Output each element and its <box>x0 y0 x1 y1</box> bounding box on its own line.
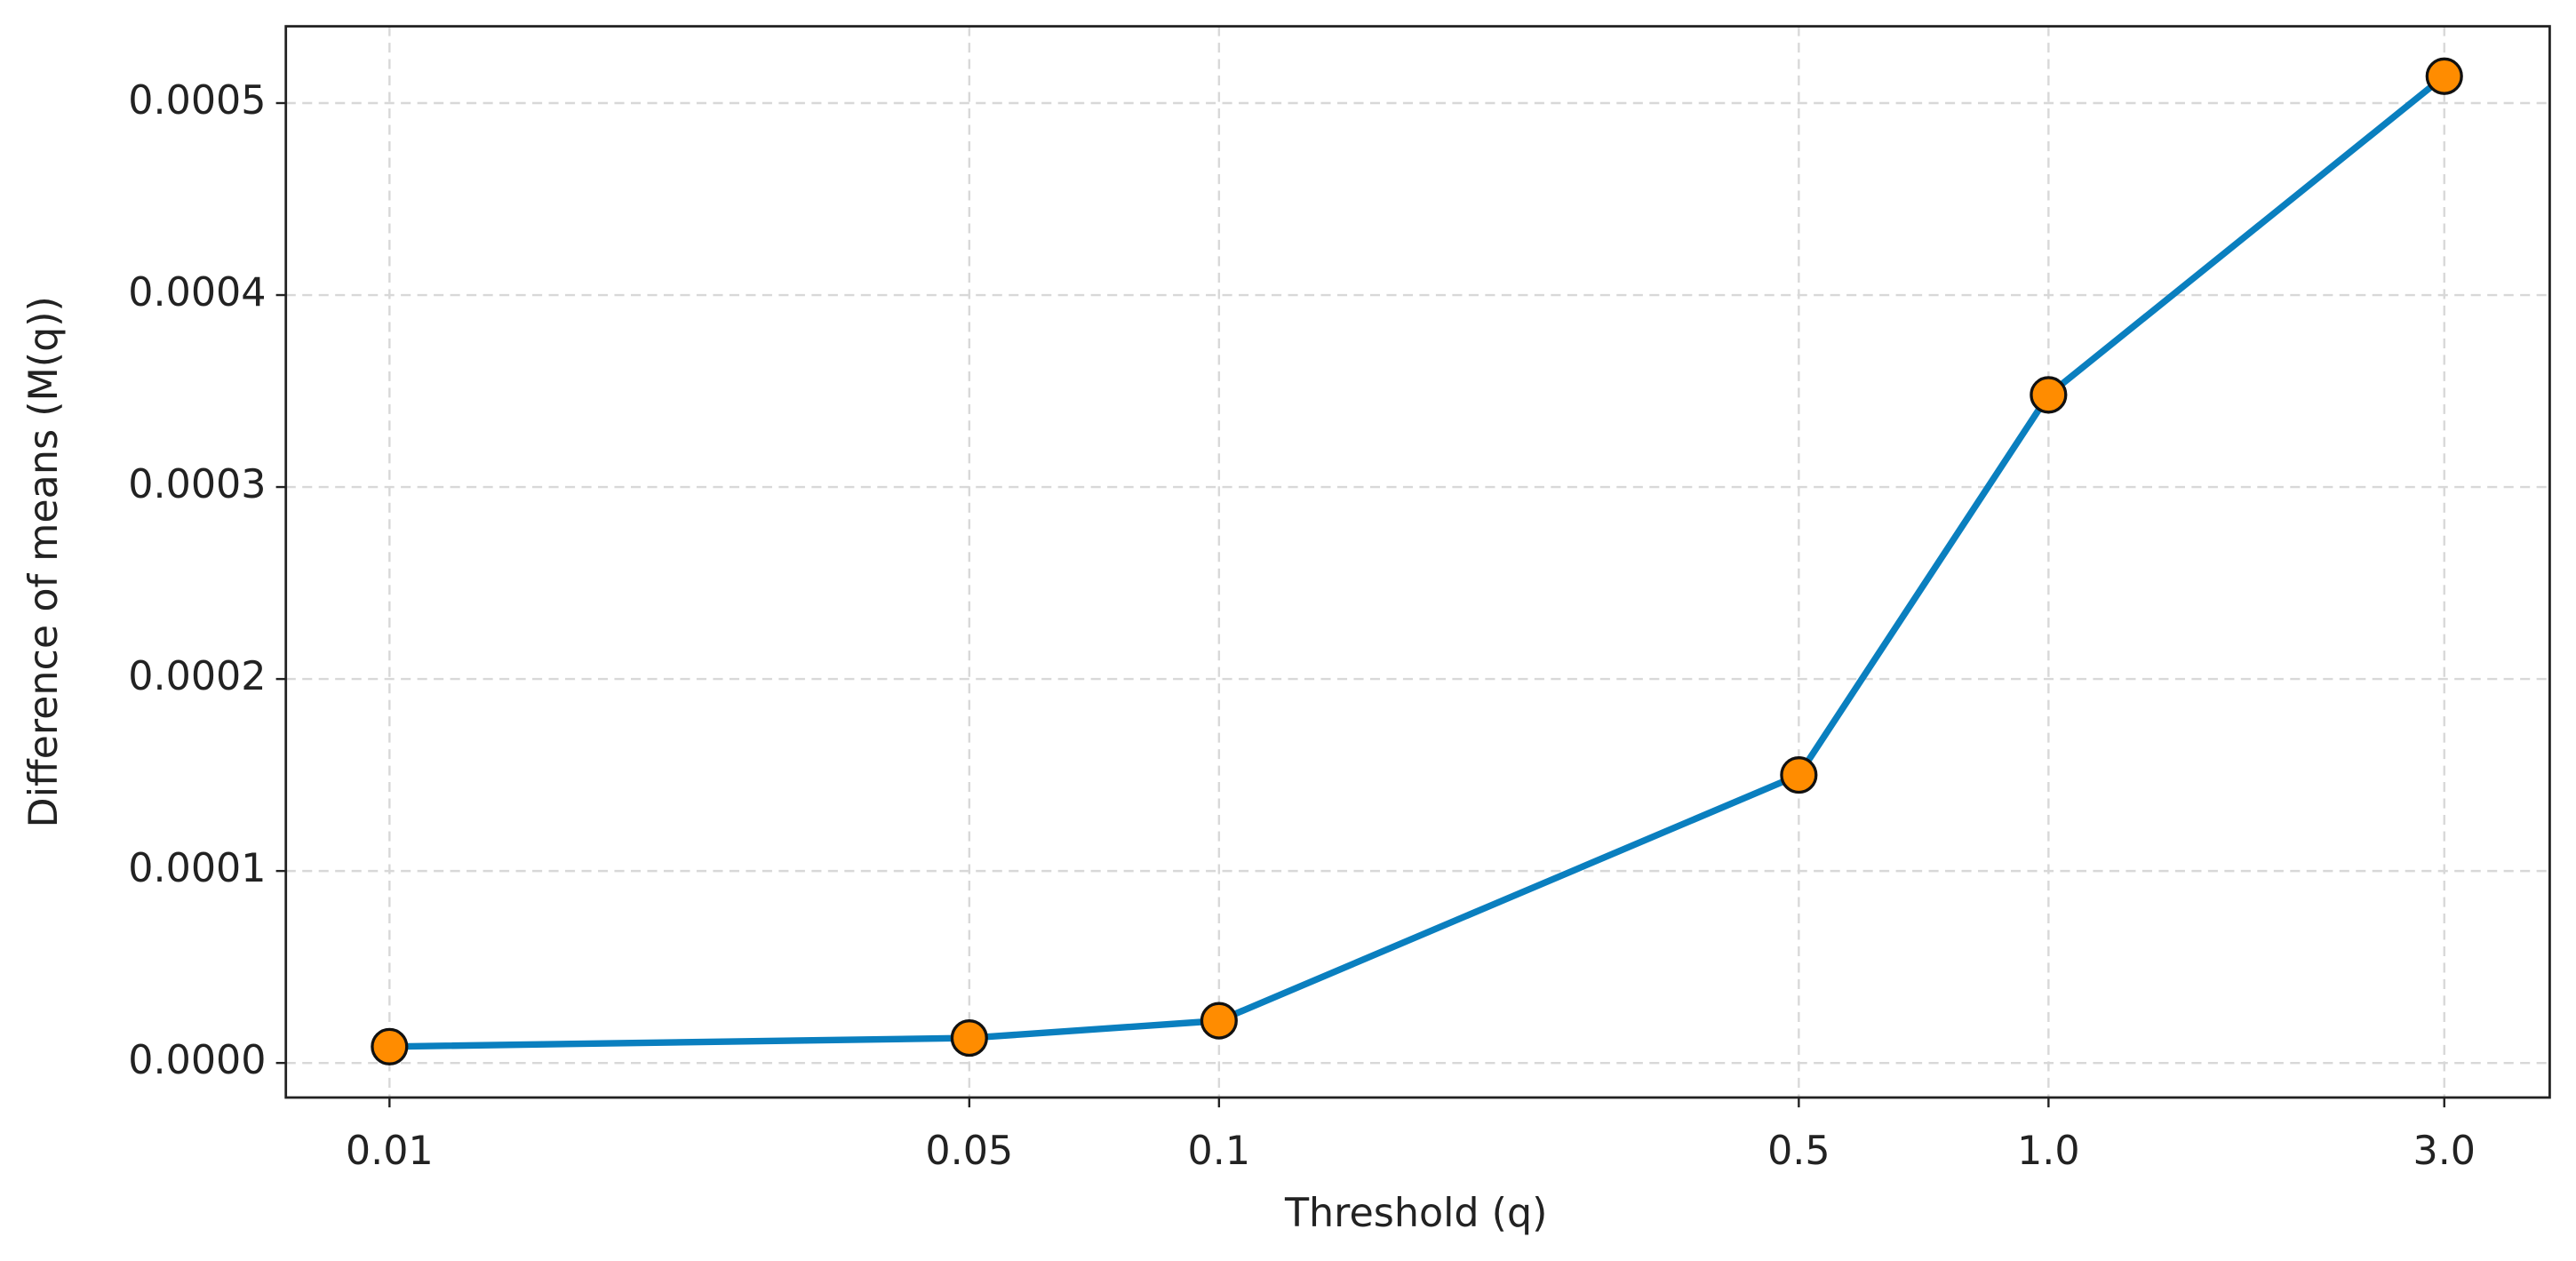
x-tick-label: 1.0 <box>2017 1129 2080 1174</box>
x-tick-label: 0.1 <box>1188 1129 1251 1174</box>
y-tick-label: 0.0000 <box>128 1038 266 1083</box>
y-tick-label: 0.0005 <box>128 78 266 124</box>
data-point <box>2030 376 2068 414</box>
plot-frame <box>284 25 2551 1099</box>
x-tick-label: 0.5 <box>1767 1129 1830 1174</box>
data-line <box>389 73 2447 1050</box>
x-tick-label: 0.01 <box>346 1129 434 1174</box>
x-tick-label: 3.0 <box>2413 1129 2476 1174</box>
data-point <box>1780 756 1818 794</box>
data-point <box>1200 1002 1238 1040</box>
y-tick-label: 0.0003 <box>128 462 266 507</box>
data-point <box>950 1018 988 1057</box>
x-tick-label: 0.05 <box>925 1129 1013 1174</box>
y-tick-label: 0.0004 <box>128 270 266 315</box>
data-point <box>2425 57 2463 95</box>
x-axis-label: Threshold (q) <box>1284 1191 1547 1236</box>
y-axis-label: Difference of means (M(q)) <box>21 296 67 827</box>
data-point <box>371 1027 409 1065</box>
y-tick-label: 0.0002 <box>128 654 266 699</box>
y-tick-label: 0.0001 <box>128 846 266 891</box>
